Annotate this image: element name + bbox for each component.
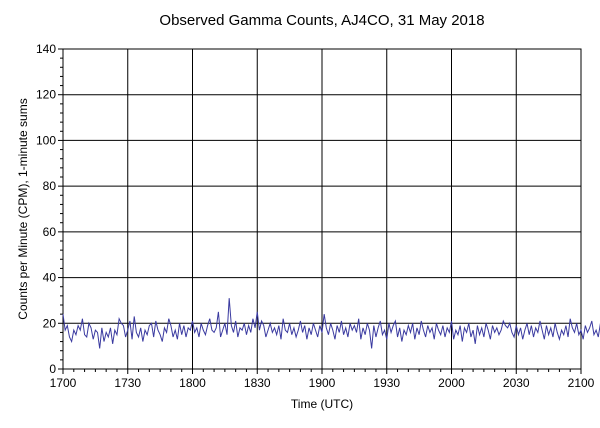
x-axis-label: Time (UTC) xyxy=(291,397,353,411)
x-tick-label: 1830 xyxy=(244,376,271,390)
y-tick-label: 0 xyxy=(49,362,56,376)
y-tick-label: 20 xyxy=(43,316,57,330)
y-tick-label: 140 xyxy=(36,42,56,56)
x-tick-label: 2100 xyxy=(568,376,595,390)
y-axis-label: Counts per Minute (CPM), 1-minute sums xyxy=(16,98,30,319)
x-tick-label: 1730 xyxy=(114,376,141,390)
y-tick-label: 120 xyxy=(36,88,56,102)
x-tick-label: 2030 xyxy=(503,376,530,390)
x-tick-label: 1900 xyxy=(309,376,336,390)
x-tick-label: 1700 xyxy=(50,376,77,390)
x-tick-label: 1800 xyxy=(179,376,206,390)
y-tick-label: 80 xyxy=(43,179,57,193)
chart-title: Observed Gamma Counts, AJ4CO, 31 May 201… xyxy=(159,12,484,29)
x-axis-ticks: 1700 1730 1800 1830 1900 1930 2000 2030 2100 xyxy=(50,369,595,390)
y-tick-label: 60 xyxy=(43,225,57,239)
x-tick-label: 1930 xyxy=(373,376,400,390)
x-tick-label: 2000 xyxy=(438,376,465,390)
grid-lines xyxy=(63,49,581,369)
y-tick-label: 40 xyxy=(43,271,57,285)
series-line xyxy=(62,298,600,349)
y-axis-ticks: 0 20 40 60 80 100 120 140 xyxy=(36,42,63,376)
y-tick-label: 100 xyxy=(36,133,56,147)
